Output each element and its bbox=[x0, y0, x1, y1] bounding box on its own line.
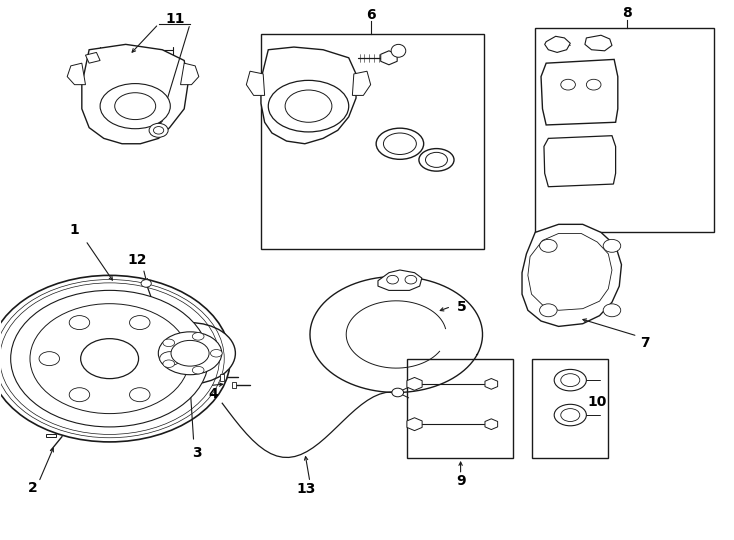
Ellipse shape bbox=[145, 322, 236, 384]
Ellipse shape bbox=[141, 280, 151, 287]
Text: 2: 2 bbox=[28, 481, 37, 495]
Text: 12: 12 bbox=[128, 253, 147, 267]
Ellipse shape bbox=[81, 339, 139, 379]
Polygon shape bbox=[485, 419, 498, 429]
Bar bbox=[261, 33, 484, 248]
Polygon shape bbox=[381, 51, 397, 65]
Text: 7: 7 bbox=[640, 335, 650, 349]
Text: 13: 13 bbox=[297, 482, 316, 496]
Ellipse shape bbox=[129, 388, 150, 402]
Ellipse shape bbox=[392, 388, 404, 397]
Ellipse shape bbox=[39, 352, 59, 366]
Ellipse shape bbox=[0, 275, 230, 442]
Polygon shape bbox=[407, 418, 422, 430]
Text: 11: 11 bbox=[165, 11, 184, 25]
Polygon shape bbox=[261, 47, 356, 144]
Bar bbox=[535, 28, 714, 232]
Polygon shape bbox=[181, 63, 199, 85]
Polygon shape bbox=[352, 71, 371, 96]
Polygon shape bbox=[407, 377, 422, 390]
Ellipse shape bbox=[211, 349, 222, 357]
Text: 10: 10 bbox=[588, 395, 607, 409]
Text: 5: 5 bbox=[457, 300, 467, 314]
Polygon shape bbox=[220, 374, 225, 381]
Ellipse shape bbox=[69, 315, 90, 329]
Polygon shape bbox=[522, 224, 622, 326]
Text: 8: 8 bbox=[622, 6, 631, 20]
Ellipse shape bbox=[69, 388, 90, 402]
Ellipse shape bbox=[192, 367, 204, 374]
Ellipse shape bbox=[192, 333, 204, 340]
Polygon shape bbox=[68, 63, 85, 85]
Polygon shape bbox=[247, 71, 265, 96]
Polygon shape bbox=[541, 59, 618, 125]
Ellipse shape bbox=[160, 352, 180, 366]
Ellipse shape bbox=[115, 93, 156, 119]
Bar bbox=[531, 359, 608, 458]
Polygon shape bbox=[545, 36, 570, 52]
Text: 3: 3 bbox=[192, 446, 202, 460]
Ellipse shape bbox=[159, 332, 222, 375]
Ellipse shape bbox=[376, 128, 424, 159]
Polygon shape bbox=[46, 434, 57, 436]
Text: 4: 4 bbox=[208, 387, 218, 401]
Ellipse shape bbox=[603, 239, 621, 252]
Ellipse shape bbox=[163, 360, 175, 367]
Polygon shape bbox=[544, 136, 616, 187]
Ellipse shape bbox=[269, 80, 349, 132]
Ellipse shape bbox=[383, 133, 416, 154]
Ellipse shape bbox=[539, 239, 557, 252]
Ellipse shape bbox=[539, 304, 557, 317]
Ellipse shape bbox=[419, 148, 454, 171]
Polygon shape bbox=[81, 44, 188, 144]
Ellipse shape bbox=[171, 340, 209, 366]
Polygon shape bbox=[585, 35, 612, 51]
Ellipse shape bbox=[554, 404, 586, 426]
Polygon shape bbox=[485, 379, 498, 389]
Ellipse shape bbox=[603, 304, 621, 317]
Ellipse shape bbox=[426, 152, 448, 167]
Ellipse shape bbox=[129, 315, 150, 329]
Text: 9: 9 bbox=[456, 474, 465, 488]
Ellipse shape bbox=[149, 123, 168, 137]
Polygon shape bbox=[232, 382, 236, 388]
Ellipse shape bbox=[391, 44, 406, 57]
Ellipse shape bbox=[163, 339, 175, 347]
Text: 6: 6 bbox=[366, 8, 376, 22]
Polygon shape bbox=[378, 270, 422, 291]
Ellipse shape bbox=[554, 369, 586, 391]
Text: 1: 1 bbox=[70, 222, 79, 237]
Bar bbox=[407, 359, 513, 458]
Polygon shape bbox=[85, 52, 100, 63]
Ellipse shape bbox=[285, 90, 332, 122]
Ellipse shape bbox=[100, 84, 170, 129]
Ellipse shape bbox=[11, 291, 208, 427]
